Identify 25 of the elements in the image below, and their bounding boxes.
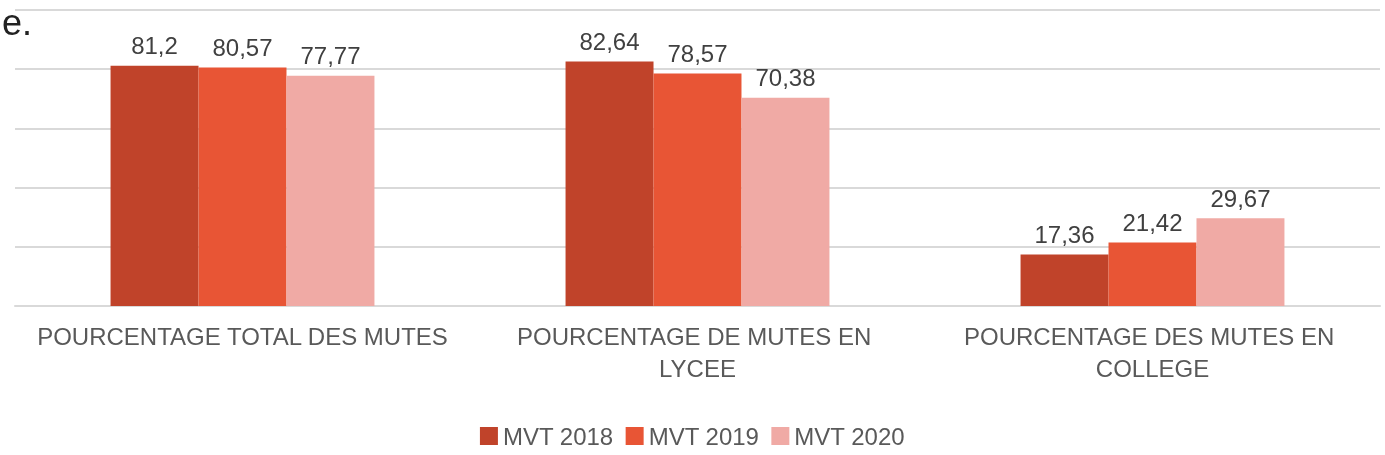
- bar: [286, 75, 375, 306]
- legend-label: MVT 2019: [648, 422, 759, 450]
- data-label: 29,67: [1210, 184, 1271, 212]
- bar: [653, 73, 742, 306]
- bar: [1020, 254, 1109, 306]
- legend-label: MVT 2020: [794, 422, 905, 450]
- bar: [198, 67, 287, 306]
- bar: [1108, 242, 1197, 306]
- annotation: e.: [2, 2, 33, 44]
- bar: [565, 61, 654, 306]
- data-label: 21,42: [1122, 209, 1183, 237]
- bar: [1196, 218, 1285, 306]
- data-label: 80,57: [212, 34, 273, 62]
- data-label: 17,36: [1034, 221, 1095, 249]
- x-tick-label: POURCENTAGE DES MUTES EN COLLEGE: [964, 322, 1341, 382]
- legend-label: MVT 2018: [502, 422, 614, 450]
- bar: [110, 65, 199, 306]
- data-label: 81,2: [131, 32, 178, 60]
- data-label: 82,64: [579, 27, 640, 55]
- data-label: 78,57: [667, 39, 728, 67]
- x-tick-label: POURCENTAGE DE MUTES EN LYCEE: [517, 322, 878, 382]
- bar: [741, 97, 830, 306]
- data-label: 77,77: [300, 42, 361, 70]
- data-label: 70,38: [755, 64, 816, 92]
- x-tick-label: POURCENTAGE TOTAL DES MUTES: [37, 322, 448, 350]
